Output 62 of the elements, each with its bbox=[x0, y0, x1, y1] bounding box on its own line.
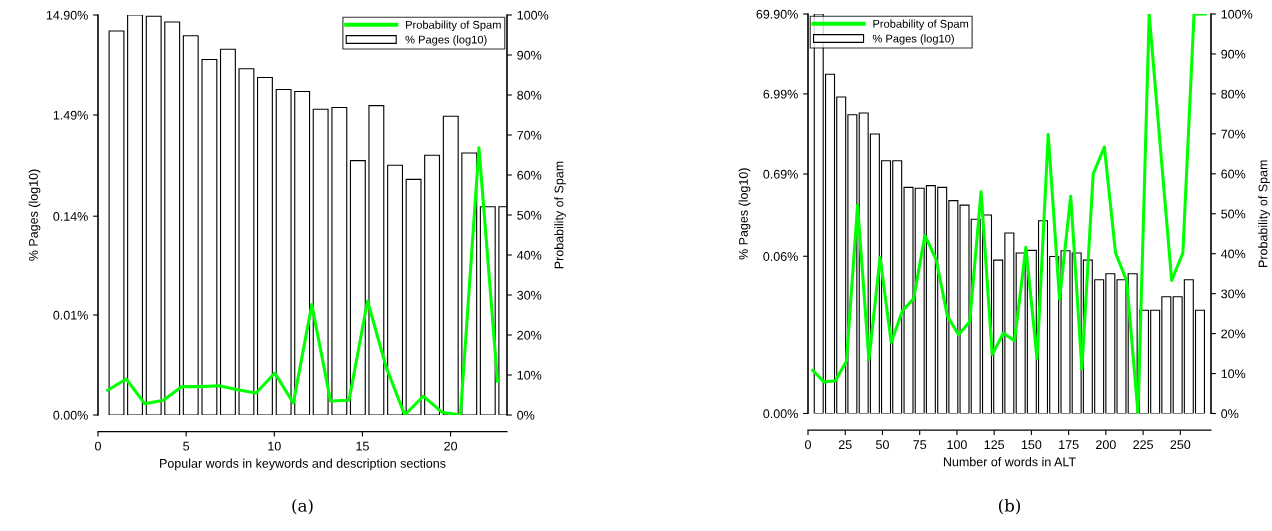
y2-tick-label: 80% bbox=[1221, 89, 1246, 99]
x-axis-title: Popular words in keywords and description sections bbox=[160, 458, 446, 471]
x-tick-label: 50 bbox=[876, 440, 889, 450]
y2-tick-label: 0% bbox=[517, 410, 535, 420]
y-tick-label: 0.14% bbox=[53, 212, 88, 221]
y2-tick-label: 0% bbox=[1221, 409, 1239, 419]
x-tick-label: 75 bbox=[913, 440, 927, 450]
x-tick-label: 250 bbox=[1170, 440, 1191, 450]
y2-tick-label: 20% bbox=[1221, 329, 1246, 339]
x-tick-label: 175 bbox=[1059, 440, 1079, 450]
y2-axis-title: Probability of Spam bbox=[1258, 160, 1270, 267]
x-tick-label: 200 bbox=[1096, 440, 1116, 450]
y-tick-label: 69.90% bbox=[756, 9, 798, 19]
x-tick-label: 150 bbox=[1021, 440, 1042, 450]
x-axis-title: Number of words in ALT bbox=[943, 457, 1076, 467]
x-tick-label: 0 bbox=[805, 440, 811, 450]
y2-tick-label: 40% bbox=[1221, 249, 1246, 259]
y-tick-label: 1.49% bbox=[53, 110, 88, 120]
y2-tick-label: 100% bbox=[1221, 9, 1253, 19]
y-axis-title: % Pages (log10) bbox=[28, 169, 41, 261]
y2-tick-label: 40% bbox=[517, 250, 542, 260]
y2-tick-label: 90% bbox=[1221, 49, 1246, 59]
x-tick-label: 25 bbox=[838, 440, 852, 450]
legend-label: % Pages (log10) bbox=[405, 35, 487, 46]
y2-tick-label: 50% bbox=[1221, 209, 1246, 219]
y2-tick-label: 30% bbox=[517, 290, 542, 300]
y-axis-title: % Pages (log10) bbox=[738, 168, 751, 260]
y2-tick-label: 10% bbox=[1221, 369, 1246, 379]
line-series bbox=[811, 14, 1207, 414]
legend-label: Probability of Spam bbox=[873, 19, 969, 30]
legend-label: Probability of Spam bbox=[406, 20, 501, 31]
x-tick-label: 125 bbox=[984, 440, 1005, 450]
legend-label: % Pages (log10) bbox=[872, 34, 954, 45]
line-series bbox=[106, 146, 500, 415]
y-tick-label: 0.00% bbox=[763, 409, 798, 419]
y-tick-label: 6.99% bbox=[763, 89, 798, 99]
x-tick-label: 0 bbox=[95, 441, 101, 451]
y-tick-label: 14.90% bbox=[46, 10, 88, 20]
x-tick-label: 10 bbox=[268, 441, 281, 451]
y2-tick-label: 70% bbox=[1221, 129, 1246, 139]
y2-tick-label: 50% bbox=[517, 210, 542, 220]
y-tick-label: 0.06% bbox=[763, 252, 798, 261]
text: (b) bbox=[998, 498, 1021, 515]
x-tick-label: 5 bbox=[183, 441, 190, 451]
y2-tick-label: 60% bbox=[1221, 169, 1246, 179]
x-tick-label: 20 bbox=[444, 441, 458, 451]
x-tick-label: 15 bbox=[356, 441, 369, 451]
y-tick-label: 0.00% bbox=[53, 410, 88, 420]
y2-tick-label: 60% bbox=[517, 170, 542, 180]
text: (a) bbox=[292, 498, 313, 515]
x-tick-label: 225 bbox=[1133, 440, 1153, 450]
y2-tick-label: 90% bbox=[517, 50, 542, 60]
y2-tick-label: 20% bbox=[517, 330, 542, 340]
x-tick-label: 100 bbox=[947, 440, 967, 450]
y-tick-label: 0.01% bbox=[53, 310, 88, 320]
y2-tick-label: 10% bbox=[517, 370, 542, 380]
y2-tick-label: 100% bbox=[517, 10, 549, 20]
y2-tick-label: 70% bbox=[517, 130, 542, 140]
y2-tick-label: 80% bbox=[517, 90, 542, 100]
y2-axis-title: Probability of Spam bbox=[554, 161, 566, 269]
y-tick-label: 0.69% bbox=[763, 169, 798, 179]
y2-tick-label: 30% bbox=[1221, 289, 1246, 299]
